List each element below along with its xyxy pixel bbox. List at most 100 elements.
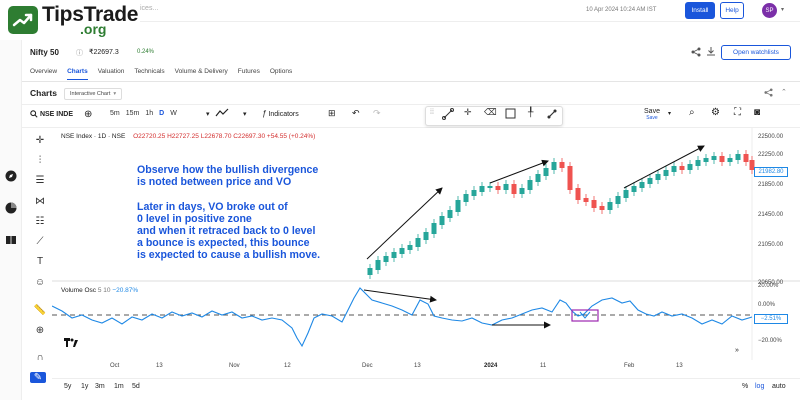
add-symbol-icon[interactable]: ⊕ xyxy=(84,109,93,120)
quick-search-icon[interactable]: ⌕ xyxy=(689,107,695,118)
brush-icon[interactable] xyxy=(546,108,558,122)
tab-futures[interactable]: Futures xyxy=(237,68,260,75)
pie-chart-icon[interactable] xyxy=(4,202,18,216)
chevron-down-icon[interactable]: ▾ xyxy=(781,7,785,13)
tradingview-logo[interactable] xyxy=(64,338,78,349)
range-1m[interactable]: 1m xyxy=(114,383,124,390)
candle xyxy=(463,194,469,202)
tab-volume-delivery[interactable]: Volume & Delivery xyxy=(174,68,228,75)
save-dropdown[interactable]: ▾ xyxy=(668,111,672,117)
help-button[interactable]: Help xyxy=(720,2,744,19)
share-icon[interactable] xyxy=(764,88,773,99)
crosshair-icon[interactable]: ✛ xyxy=(35,135,45,146)
interval-D[interactable]: D xyxy=(159,110,165,117)
osc-tick: 20.00% xyxy=(758,283,779,289)
symbol-search[interactable]: NSE INDE xyxy=(30,110,73,118)
eraser-icon[interactable]: ⌫ xyxy=(484,107,497,117)
gear-icon[interactable]: ⚙ xyxy=(711,107,720,118)
annotation-line: and when it retraced back to 0 level xyxy=(137,225,316,238)
interval-5m[interactable]: 5m xyxy=(110,110,120,117)
candle xyxy=(655,174,661,180)
fib-icon[interactable]: ☷ xyxy=(35,216,45,227)
interval-15m[interactable]: 15m xyxy=(125,110,140,117)
scroll-to-latest-icon[interactable]: » xyxy=(735,347,739,354)
tab-charts[interactable]: Charts xyxy=(67,68,88,80)
interval-W[interactable]: W xyxy=(170,110,177,117)
tab-options[interactable]: Options xyxy=(269,68,293,75)
line-chart-icon[interactable] xyxy=(215,108,229,119)
emoji-icon[interactable]: ☺ xyxy=(34,277,46,288)
price-line-icon[interactable]: ╀ xyxy=(528,107,534,117)
search-icon xyxy=(30,110,38,118)
bar-style-dropdown[interactable]: ▾ xyxy=(206,111,210,118)
time-axis[interactable]: Oct 13 Nov 12 Dec 13 2024 11 Feb 13 xyxy=(52,360,752,374)
range-5d[interactable]: 5d xyxy=(132,383,140,390)
candle xyxy=(431,223,437,234)
open-watchlists-button[interactable]: Open watchlists xyxy=(721,45,791,60)
crosshair-icon[interactable]: ✛ xyxy=(464,107,472,117)
chart-legend: NSE Index · 1D · NSE O22720.25 H22727.25… xyxy=(61,133,315,140)
brand-tld: .org xyxy=(80,21,107,37)
lock-drawing-icon[interactable]: ✎ xyxy=(30,372,46,383)
magnet-icon[interactable]: ∩ xyxy=(36,352,44,363)
range-3m[interactable]: 3m xyxy=(95,383,105,390)
camera-icon[interactable]: ◙ xyxy=(754,107,761,118)
text-tool-icon[interactable]: T xyxy=(36,256,44,267)
download-icon[interactable] xyxy=(706,46,716,58)
fullscreen-icon[interactable]: ⛶ xyxy=(734,107,741,118)
cursor-line-icon[interactable]: ⫶ xyxy=(38,155,42,166)
indicators-button[interactable]: ƒ Indicators xyxy=(262,109,299,118)
range-1y[interactable]: 1y xyxy=(81,383,89,390)
stock-change: 0.24% xyxy=(137,49,155,55)
candle xyxy=(543,168,549,176)
info-icon[interactable]: ⓘ xyxy=(76,50,83,57)
chart-type-select[interactable]: Interactive Chart ▾ xyxy=(64,88,123,100)
range-5y[interactable]: 5y xyxy=(64,383,72,390)
candle xyxy=(511,184,517,194)
time-tick: 13 xyxy=(676,363,683,369)
ruler-icon[interactable]: 📏 xyxy=(33,305,47,316)
osc-last-tag: −2.51% xyxy=(754,314,788,324)
rectangle-icon[interactable] xyxy=(505,108,516,121)
last-price-tag: 21982.80 xyxy=(754,167,788,177)
legend-title: NSE Index · 1D · NSE xyxy=(61,133,126,140)
candle xyxy=(749,160,755,170)
price-axis[interactable]: 22500.00 22250.00 21850.00 21450.00 21050.00… xyxy=(752,128,800,378)
candle xyxy=(503,184,509,190)
percent-toggle[interactable]: % xyxy=(742,383,749,390)
collapse-icon[interactable]: ⌃ xyxy=(781,89,787,96)
avatar[interactable]: SP xyxy=(762,3,777,18)
retest-marker xyxy=(579,311,591,319)
redo-icon[interactable]: ↷ xyxy=(373,108,381,118)
drag-handle-icon[interactable]: ⁞⁞ xyxy=(430,109,434,116)
log-toggle[interactable]: log xyxy=(755,383,765,390)
osc-divergence-arrow xyxy=(363,289,437,303)
tab-technicals[interactable]: Technicals xyxy=(134,68,165,75)
chart-style-dropdown[interactable]: ▾ xyxy=(243,111,247,118)
undo-icon[interactable]: ↶ xyxy=(352,108,360,118)
price-trend-arrow xyxy=(489,159,549,184)
save-button[interactable]: Save Save xyxy=(640,108,664,121)
zoom-in-icon[interactable]: ⊕ xyxy=(35,325,45,336)
osc-tick: −20.00% xyxy=(758,338,782,344)
horizontal-lines-icon[interactable]: ☰ xyxy=(35,175,45,186)
trendline-icon[interactable] xyxy=(442,108,454,122)
book-icon[interactable] xyxy=(4,234,18,248)
compare-icon[interactable]: ⊞ xyxy=(328,108,336,118)
time-tick: Oct xyxy=(110,363,120,369)
brush-icon[interactable]: ⟋ xyxy=(36,236,44,247)
stock-price: ₹22697.3 xyxy=(89,49,119,56)
candle xyxy=(487,186,493,188)
install-button[interactable]: Install xyxy=(685,2,715,19)
candle xyxy=(583,198,589,202)
tab-overview[interactable]: Overview xyxy=(30,68,58,75)
pattern-icon[interactable]: ⋈ xyxy=(35,196,45,207)
compass-icon[interactable] xyxy=(4,170,18,184)
tab-valuation[interactable]: Valuation xyxy=(97,68,125,75)
price-chart[interactable] xyxy=(52,128,800,400)
annotation-line: Later in days, VO broke out of xyxy=(137,200,288,213)
interval-1h[interactable]: 1h xyxy=(145,110,154,117)
share-icon[interactable] xyxy=(691,47,701,59)
auto-toggle[interactable]: auto xyxy=(772,383,786,390)
candle xyxy=(455,200,461,212)
